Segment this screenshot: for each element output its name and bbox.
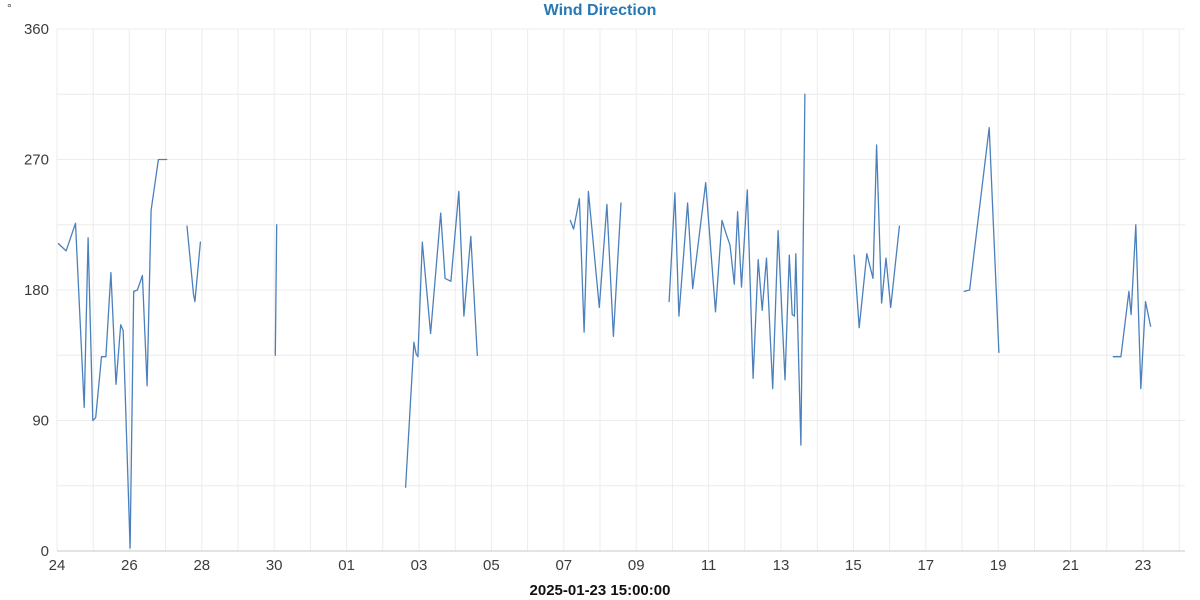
x-tick-label: 09 — [628, 557, 645, 574]
y-axis-unit-label: ° — [7, 1, 12, 15]
x-tick-label: 21 — [1062, 557, 1079, 574]
y-tick-label: 270 — [24, 152, 49, 169]
wind-direction-line-segment — [274, 224, 278, 356]
x-tick-label: 03 — [411, 557, 428, 574]
x-tick-label: 30 — [266, 557, 283, 574]
wind-direction-line-segment — [57, 158, 168, 549]
x-tick-label: 26 — [121, 557, 138, 574]
x-tick-label: 17 — [917, 557, 934, 574]
x-tick-label: 19 — [990, 557, 1007, 574]
wind-direction-line-segment — [668, 93, 806, 446]
x-tick-label: 28 — [193, 557, 210, 574]
y-tick-label: 180 — [24, 282, 49, 299]
chart-title: Wind Direction — [543, 2, 657, 19]
x-tick-label: 01 — [338, 557, 355, 574]
x-tick-label: 13 — [773, 557, 790, 574]
y-tick-label: 0 — [41, 543, 49, 560]
wind-direction-line-segment — [404, 190, 478, 488]
y-tick-label: 90 — [32, 413, 49, 430]
x-tick-label: 24 — [49, 557, 66, 574]
wind-direction-line-segment — [963, 126, 1000, 354]
x-tick-label: 05 — [483, 557, 500, 574]
x-axis-timestamp-label: 2025-01-23 15:00:00 — [529, 582, 671, 599]
wind-direction-line-segment — [186, 225, 202, 303]
x-tick-label: 15 — [845, 557, 862, 574]
x-tick-label: 11 — [701, 557, 717, 574]
x-tick-label: 23 — [1135, 557, 1152, 574]
wind-direction-line-segment — [569, 190, 622, 338]
y-tick-label: 360 — [24, 21, 49, 38]
x-tick-label: 07 — [555, 557, 572, 574]
wind-direction-line-segment — [853, 144, 901, 329]
wind-direction-line-segment — [1112, 224, 1152, 390]
